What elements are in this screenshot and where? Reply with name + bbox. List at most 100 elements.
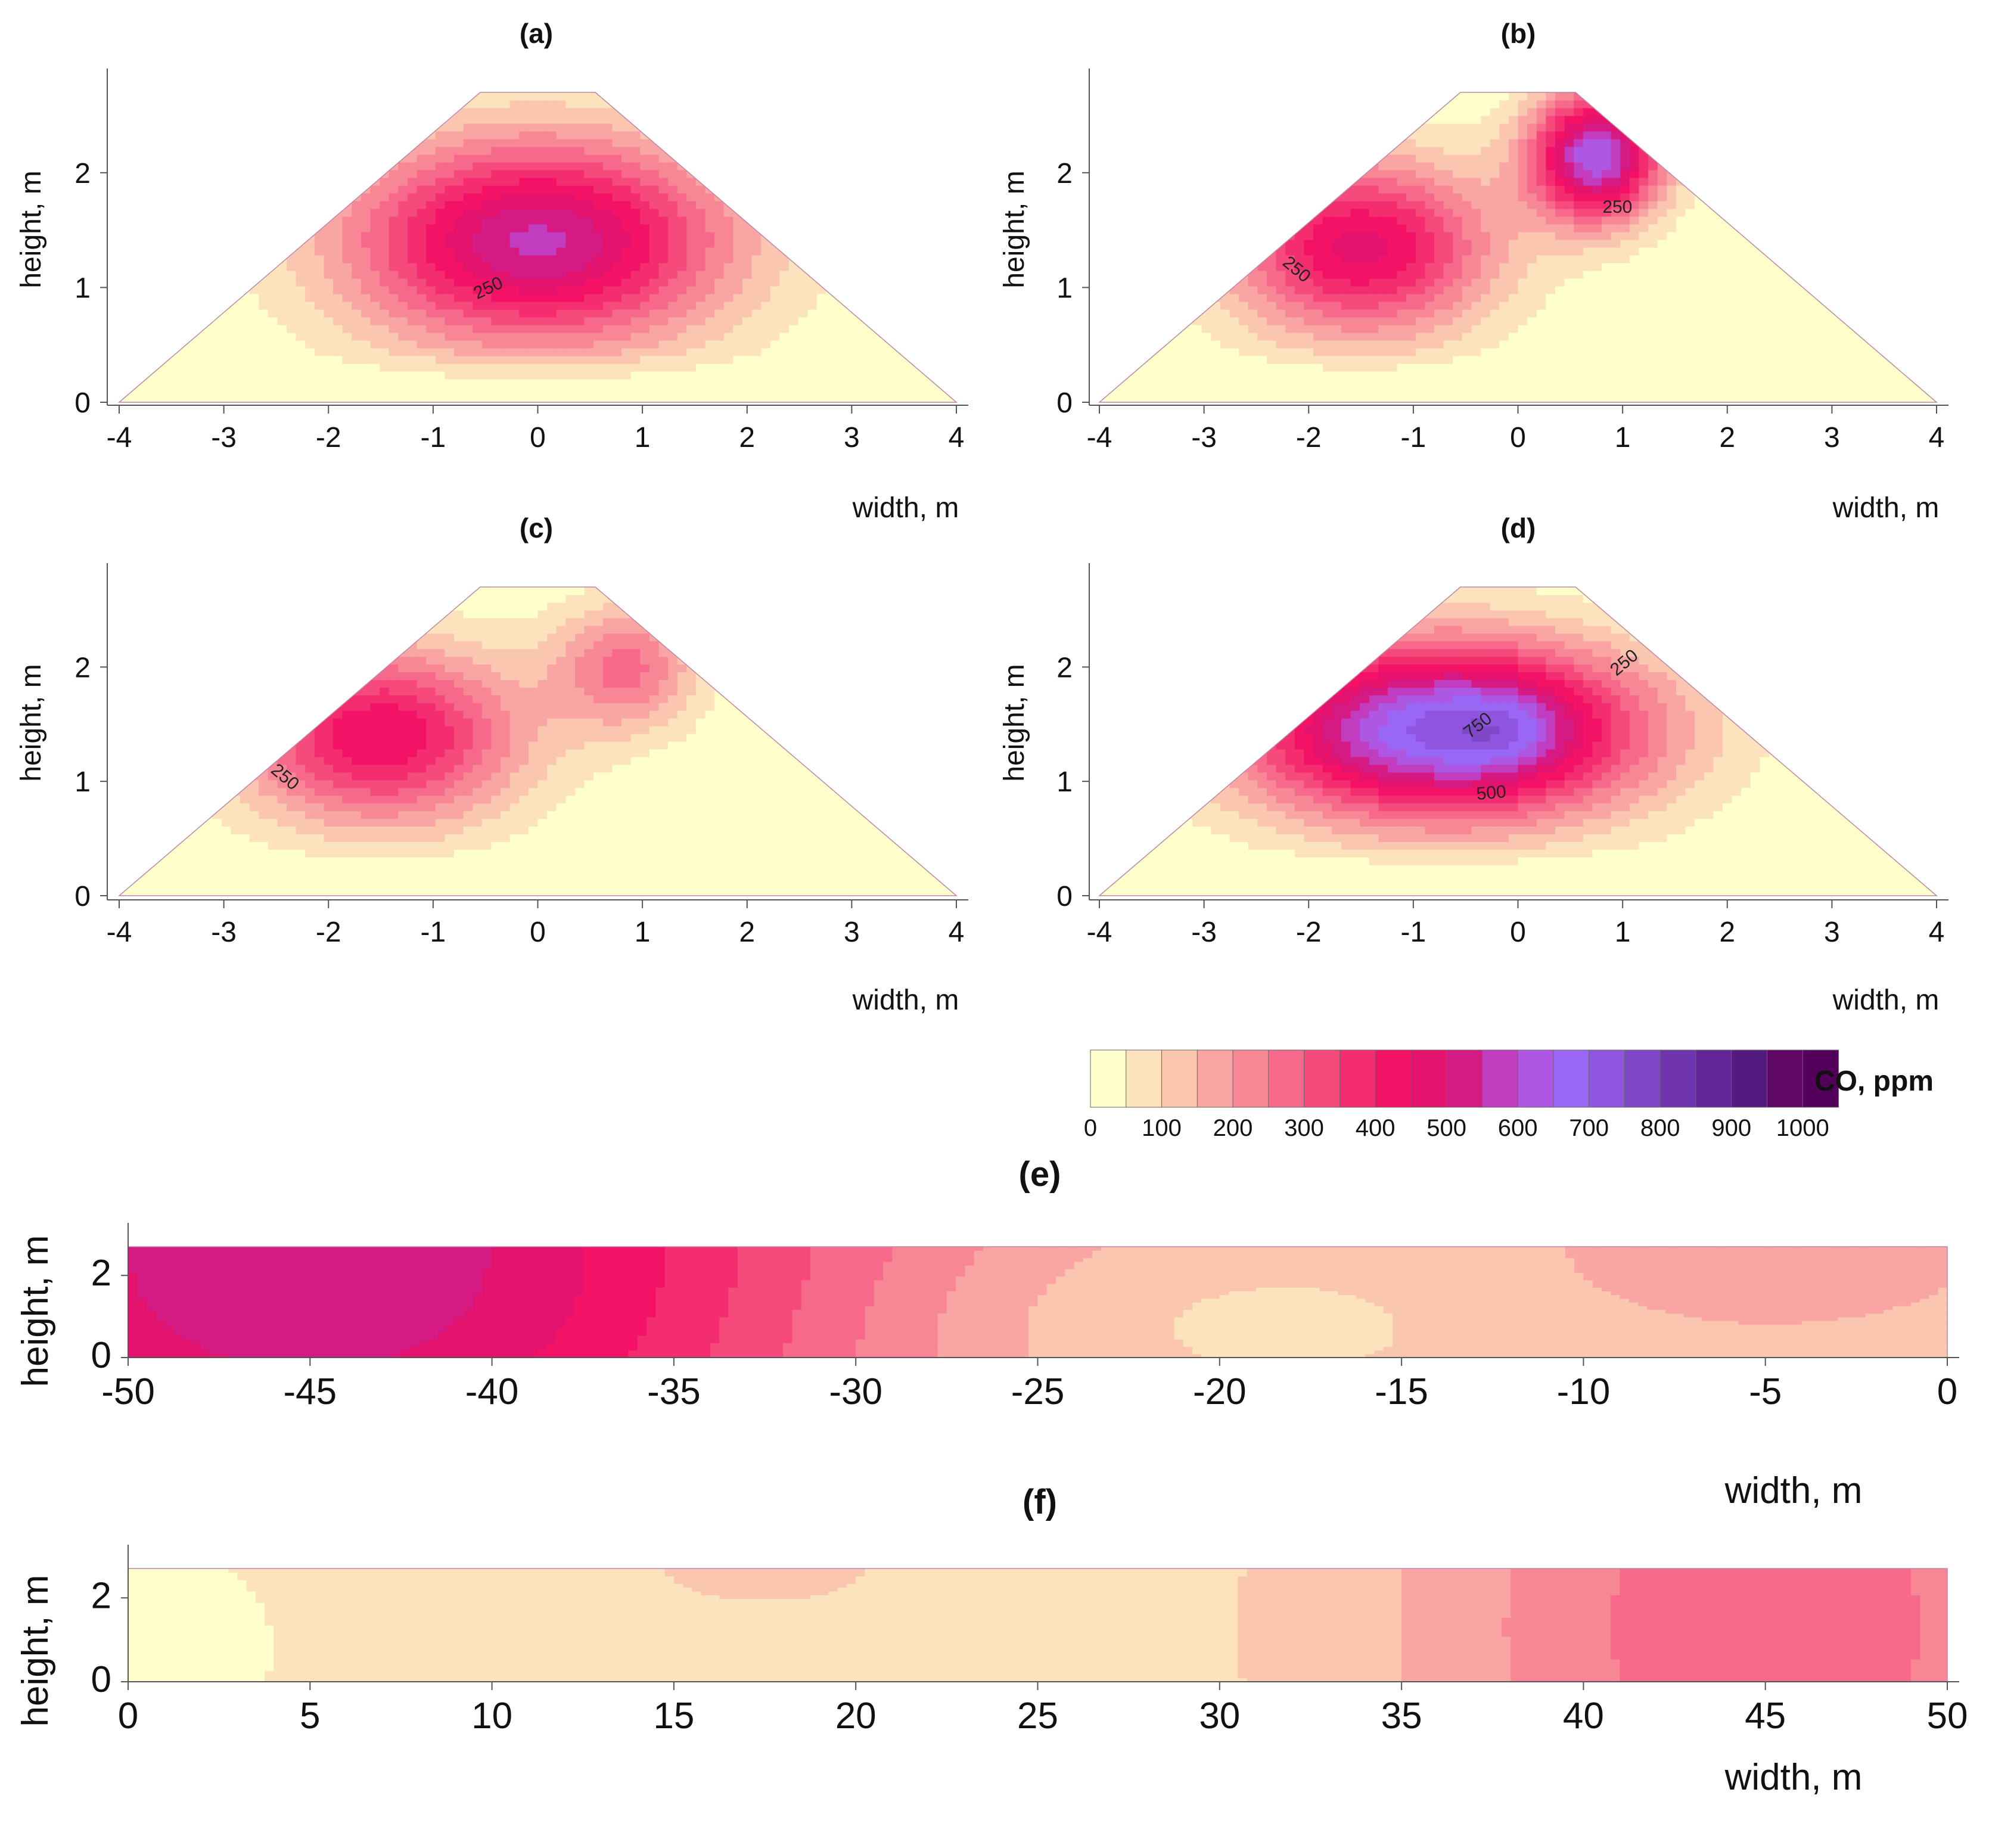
- contour-cell: [333, 395, 343, 402]
- contour-cell: [1360, 201, 1370, 209]
- contour-cell: [166, 209, 176, 217]
- contour-cell: [277, 379, 287, 387]
- contour-cell: [193, 371, 204, 380]
- contour-cell: [370, 371, 380, 380]
- contour-cell: [1164, 139, 1174, 147]
- contour-cell: [723, 247, 734, 256]
- contour-cell: [268, 201, 278, 209]
- contour-cell: [305, 147, 315, 155]
- contour-cell: [640, 309, 650, 318]
- contour-cell: [370, 108, 380, 116]
- contour-cell: [863, 116, 874, 124]
- contour-cell: [491, 294, 501, 302]
- contour-cell: [649, 371, 660, 380]
- contour-cell: [249, 201, 259, 209]
- contour-cell: [1276, 255, 1286, 263]
- contour-cell: [649, 185, 660, 194]
- contour-cell: [556, 356, 566, 364]
- contour-cell: [584, 340, 594, 349]
- contour-cell: [426, 232, 436, 240]
- contour-cell: [1360, 108, 1370, 116]
- contour-cell: [937, 371, 947, 380]
- contour-cell: [333, 209, 343, 217]
- contour-cell: [807, 100, 818, 108]
- contour-cell: [240, 185, 250, 194]
- contour-cell: [723, 255, 734, 263]
- contour-cell: [770, 278, 780, 287]
- contour-cell: [1387, 247, 1398, 256]
- contour-cell: [835, 170, 846, 178]
- contour-cell: [463, 348, 473, 356]
- contour-cell: [240, 170, 250, 178]
- contour-cell: [593, 216, 604, 225]
- contour-cell: [1341, 170, 1351, 178]
- contour-cell: [798, 271, 808, 279]
- contour-cell: [119, 364, 129, 372]
- contour-cell: [1164, 317, 1174, 325]
- contour-cell: [1220, 201, 1230, 209]
- contour-cell: [342, 147, 352, 155]
- contour-cell: [714, 178, 725, 186]
- contour-cell: [919, 379, 929, 387]
- contour-cell: [677, 185, 687, 194]
- contour-cell: [240, 356, 250, 364]
- contour-cell: [565, 271, 576, 279]
- contour-cell: [203, 116, 213, 124]
- contour-cell: [556, 340, 566, 349]
- contour-cell: [537, 139, 548, 147]
- contour-cell: [426, 154, 436, 163]
- contour-cell: [677, 271, 687, 279]
- contour-cell: [1257, 356, 1267, 364]
- contour-cell: [389, 185, 399, 194]
- contour-cell: [844, 240, 854, 248]
- contour-cell: [798, 294, 808, 302]
- contour-cell: [277, 395, 287, 402]
- contour-cell: [733, 209, 743, 217]
- contour-cell: [147, 379, 157, 387]
- contour-cell: [342, 240, 352, 248]
- contour-cell: [742, 271, 753, 279]
- contour-cell: [835, 356, 846, 364]
- contour-cell: [723, 333, 734, 341]
- contour-cell: [733, 271, 743, 279]
- contour-cell: [360, 162, 371, 170]
- contour-cell: [221, 193, 231, 201]
- contour-cell: [380, 255, 390, 263]
- contour-cell: [584, 364, 594, 372]
- contour-cell: [1304, 178, 1314, 186]
- contour-cell: [445, 387, 455, 395]
- contour-cell: [882, 271, 892, 279]
- contour-cell: [882, 209, 892, 217]
- contour-cell: [863, 286, 874, 294]
- contour-cell: [593, 240, 604, 248]
- contour-cell: [593, 100, 604, 108]
- contour-cell: [891, 139, 901, 147]
- contour-cell: [435, 278, 445, 287]
- contour-cell: [919, 294, 929, 302]
- contour-cell: [714, 379, 725, 387]
- contour-cell: [640, 395, 650, 402]
- contour-cell: [630, 178, 641, 186]
- contour-cell: [919, 286, 929, 294]
- contour-cell: [1350, 255, 1360, 263]
- contour-cell: [863, 108, 874, 116]
- contour-cell: [1146, 209, 1156, 217]
- contour-cell: [937, 271, 947, 279]
- contour-cell: [203, 371, 213, 380]
- contour-cell: [203, 364, 213, 372]
- x-tick-label: 0: [530, 422, 546, 454]
- contour-cell: [166, 139, 176, 147]
- contour-cell: [1304, 364, 1314, 372]
- contour-cell: [138, 278, 148, 287]
- contour-cell: [221, 387, 231, 395]
- contour-cell: [481, 364, 492, 372]
- contour-cell: [1257, 333, 1267, 341]
- contour-cell: [705, 193, 715, 201]
- contour-cell: [389, 356, 399, 364]
- contour-cell: [779, 271, 790, 279]
- contour-cell: [231, 364, 241, 372]
- contour-cell: [612, 364, 622, 372]
- contour-cell: [658, 185, 669, 194]
- contour-cell: [677, 209, 687, 217]
- contour-cell: [872, 92, 882, 101]
